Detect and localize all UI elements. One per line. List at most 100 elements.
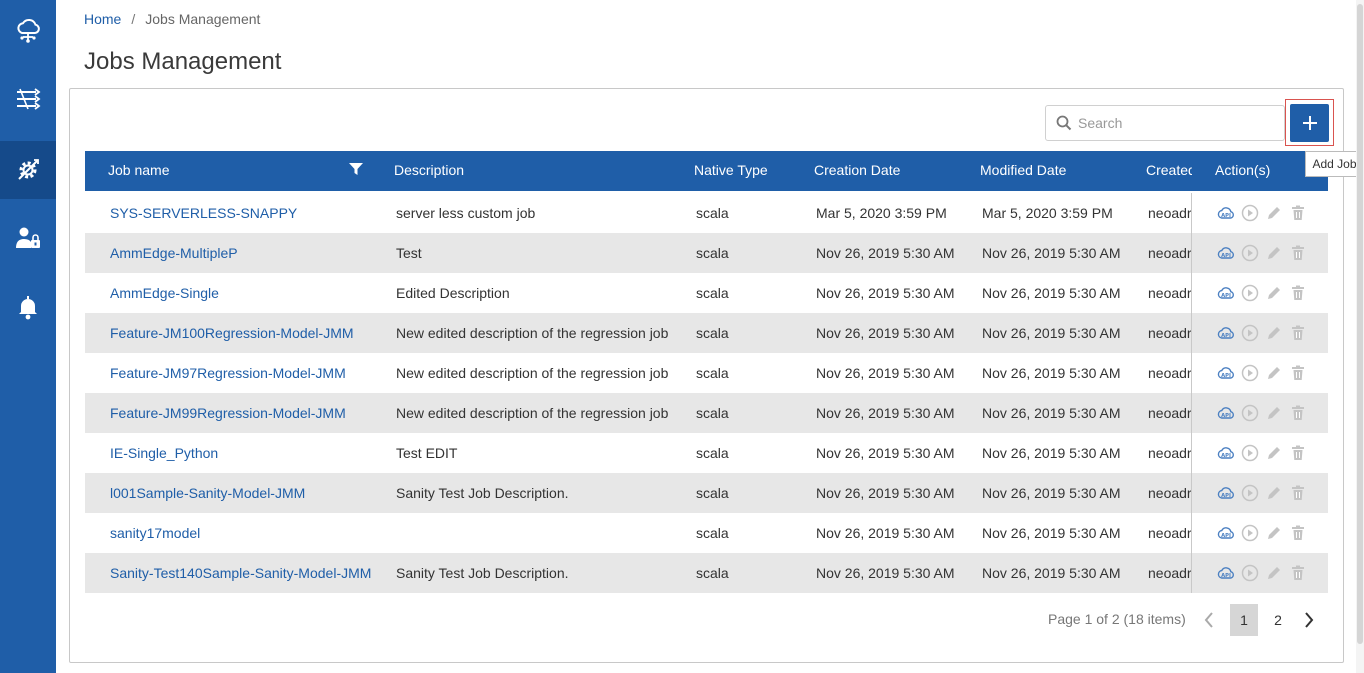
trash-icon[interactable] bbox=[1289, 324, 1307, 342]
api-icon[interactable]: API bbox=[1217, 404, 1235, 422]
header-created-by[interactable]: Created bbox=[1146, 162, 1192, 178]
row-actions: API bbox=[1217, 484, 1313, 502]
trash-icon[interactable] bbox=[1289, 484, 1307, 502]
chevron-left-icon[interactable] bbox=[1200, 610, 1218, 630]
add-job-button[interactable] bbox=[1290, 104, 1329, 142]
svg-text:API: API bbox=[1221, 373, 1231, 379]
api-icon[interactable]: API bbox=[1217, 364, 1235, 382]
trash-icon[interactable] bbox=[1289, 204, 1307, 222]
filter-icon[interactable] bbox=[348, 161, 364, 177]
job-name-link[interactable]: sanity17model bbox=[110, 525, 201, 541]
api-icon[interactable]: API bbox=[1217, 444, 1235, 462]
table-row[interactable]: AmmEdge-Single Edited Description scala Nov… bbox=[85, 273, 1328, 313]
play-icon[interactable] bbox=[1241, 324, 1259, 342]
header-creation-date[interactable]: Creation Date bbox=[814, 162, 901, 178]
header-job-name[interactable]: Job name bbox=[108, 162, 170, 178]
play-icon[interactable] bbox=[1241, 404, 1259, 422]
api-icon[interactable]: API bbox=[1217, 324, 1235, 342]
sidebar-item-jobs[interactable] bbox=[0, 141, 56, 199]
job-name-link[interactable]: AmmEdge-MultipleP bbox=[110, 245, 238, 261]
play-icon[interactable] bbox=[1241, 524, 1259, 542]
pencil-icon[interactable] bbox=[1265, 324, 1283, 342]
pagination-page-1[interactable]: 1 bbox=[1230, 604, 1258, 636]
table-row[interactable]: l001Sample-Sanity-Model-JMM Sanity Test J… bbox=[85, 473, 1328, 513]
pencil-icon[interactable] bbox=[1265, 484, 1283, 502]
play-icon[interactable] bbox=[1241, 484, 1259, 502]
sidebar-item-pipelines[interactable] bbox=[0, 70, 56, 128]
pagination-page-2[interactable]: 2 bbox=[1274, 612, 1282, 628]
job-description: New edited description of the regression… bbox=[396, 365, 669, 381]
job-name-link[interactable]: AmmEdge-Single bbox=[110, 285, 219, 301]
job-description: Sanity Test Job Description. bbox=[396, 565, 569, 581]
pencil-icon[interactable] bbox=[1265, 404, 1283, 422]
sidebar-item-users[interactable] bbox=[0, 209, 56, 267]
job-creation-date: Nov 26, 2019 5:30 AM bbox=[816, 525, 955, 541]
pencil-icon[interactable] bbox=[1265, 244, 1283, 262]
trash-icon[interactable] bbox=[1289, 244, 1307, 262]
trash-icon[interactable] bbox=[1289, 444, 1307, 462]
job-name-link[interactable]: Feature-JM100Regression-Model-JMM bbox=[110, 325, 354, 341]
scrollbar[interactable] bbox=[1356, 0, 1364, 673]
job-name-link[interactable]: Sanity-Test140Sample-Sanity-Model-JMM bbox=[110, 565, 372, 581]
chevron-right-icon[interactable] bbox=[1300, 610, 1318, 630]
job-modified-date: Nov 26, 2019 5:30 AM bbox=[982, 245, 1121, 261]
job-name-link[interactable]: SYS-SERVERLESS-SNAPPY bbox=[110, 205, 298, 221]
trash-icon[interactable] bbox=[1289, 284, 1307, 302]
api-icon[interactable]: API bbox=[1217, 244, 1235, 262]
trash-icon[interactable] bbox=[1289, 404, 1307, 422]
header-modified-date[interactable]: Modified Date bbox=[980, 162, 1067, 178]
api-icon[interactable]: API bbox=[1217, 564, 1235, 582]
pencil-icon[interactable] bbox=[1265, 444, 1283, 462]
pencil-icon[interactable] bbox=[1265, 524, 1283, 542]
cloud-network-icon bbox=[17, 19, 40, 43]
api-icon[interactable]: API bbox=[1217, 204, 1235, 222]
job-created-by: neoadr bbox=[1148, 205, 1191, 221]
table-row[interactable]: Sanity-Test140Sample-Sanity-Model-JMM San… bbox=[85, 553, 1328, 593]
page-title: Jobs Management bbox=[84, 48, 282, 75]
table-row[interactable]: Feature-JM100Regression-Model-JMM New edi… bbox=[85, 313, 1328, 353]
search-input[interactable] bbox=[1078, 106, 1278, 140]
table-row[interactable]: Feature-JM97Regression-Model-JMM New edit… bbox=[85, 353, 1328, 393]
table-row[interactable]: AmmEdge-MultipleP Test scala Nov 26, 2019 5… bbox=[85, 233, 1328, 273]
api-icon[interactable]: API bbox=[1217, 484, 1235, 502]
job-creation-date: Nov 26, 2019 5:30 AM bbox=[816, 405, 955, 421]
trash-icon[interactable] bbox=[1289, 564, 1307, 582]
job-native-type: scala bbox=[696, 325, 729, 341]
table-row[interactable]: SYS-SERVERLESS-SNAPPY server less custom … bbox=[85, 193, 1328, 233]
play-icon[interactable] bbox=[1241, 204, 1259, 222]
pencil-icon[interactable] bbox=[1265, 364, 1283, 382]
trash-icon[interactable] bbox=[1289, 524, 1307, 542]
trash-icon[interactable] bbox=[1289, 364, 1307, 382]
breadcrumb-home-link[interactable]: Home bbox=[84, 11, 122, 27]
play-icon[interactable] bbox=[1241, 244, 1259, 262]
table-row[interactable]: sanity17model scala Nov 26, 2019 5:30 AM No… bbox=[85, 513, 1328, 553]
job-name-link[interactable]: l001Sample-Sanity-Model-JMM bbox=[110, 485, 306, 501]
job-name-link[interactable]: Feature-JM97Regression-Model-JMM bbox=[110, 365, 346, 381]
pipeline-icon bbox=[17, 88, 41, 110]
api-icon[interactable]: API bbox=[1217, 524, 1235, 542]
add-job-highlight bbox=[1285, 99, 1334, 146]
play-icon[interactable] bbox=[1241, 564, 1259, 582]
header-description[interactable]: Description bbox=[394, 162, 465, 178]
job-name-link[interactable]: Feature-JM99Regression-Model-JMM bbox=[110, 405, 346, 421]
pencil-icon[interactable] bbox=[1265, 204, 1283, 222]
row-actions: API bbox=[1217, 364, 1313, 382]
table-row[interactable]: IE-Single_Python Test EDIT scala Nov 26, 20… bbox=[85, 433, 1328, 473]
play-icon[interactable] bbox=[1241, 364, 1259, 382]
header-native-type[interactable]: Native Type bbox=[694, 162, 768, 178]
sidebar-item-notifications[interactable] bbox=[0, 278, 56, 336]
sidebar-item-cloud[interactable] bbox=[0, 2, 56, 60]
job-native-type: scala bbox=[696, 525, 729, 541]
play-icon[interactable] bbox=[1241, 284, 1259, 302]
job-name-link[interactable]: IE-Single_Python bbox=[110, 445, 219, 461]
play-icon[interactable] bbox=[1241, 444, 1259, 462]
api-icon[interactable]: API bbox=[1217, 284, 1235, 302]
job-native-type: scala bbox=[696, 365, 729, 381]
pencil-icon[interactable] bbox=[1265, 564, 1283, 582]
scrollbar-thumb[interactable] bbox=[1357, 4, 1363, 644]
job-description: server less custom job bbox=[396, 205, 536, 221]
table-row[interactable]: Feature-JM99Regression-Model-JMM New edit… bbox=[85, 393, 1328, 433]
column-divider bbox=[1191, 513, 1192, 553]
job-creation-date: Nov 26, 2019 5:30 AM bbox=[816, 325, 955, 341]
pencil-icon[interactable] bbox=[1265, 284, 1283, 302]
